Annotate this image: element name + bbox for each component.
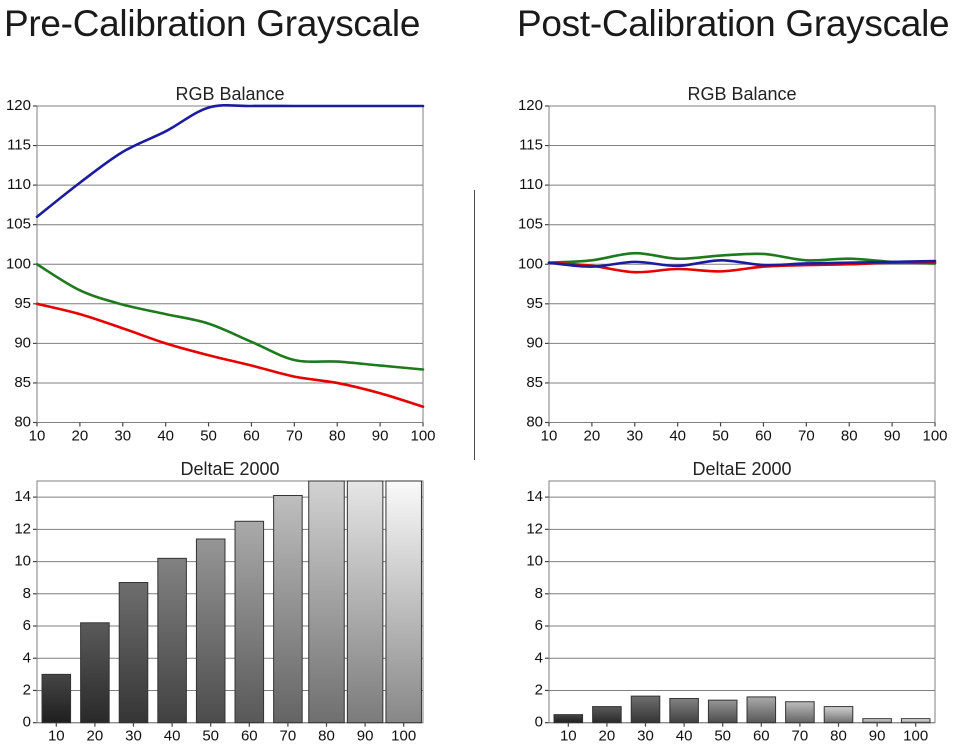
svg-text:100: 100 [391,728,416,745]
svg-text:105: 105 [518,215,543,232]
svg-text:100: 100 [923,427,948,444]
svg-text:RGB Balance: RGB Balance [175,84,284,104]
svg-text:40: 40 [670,427,687,444]
svg-text:0: 0 [23,714,31,731]
svg-text:20: 20 [87,728,104,745]
svg-text:80: 80 [830,728,847,745]
svg-text:14: 14 [527,488,544,505]
svg-text:60: 60 [243,427,260,444]
svg-text:10: 10 [14,553,31,570]
svg-text:60: 60 [241,728,258,745]
svg-text:90: 90 [357,728,374,745]
svg-text:105: 105 [6,215,31,232]
svg-text:20: 20 [72,427,89,444]
svg-text:RGB Balance: RGB Balance [688,84,797,104]
svg-text:30: 30 [637,728,654,745]
svg-text:100: 100 [6,255,31,272]
svg-text:DeltaE 2000: DeltaE 2000 [180,459,279,479]
svg-text:100: 100 [518,255,543,272]
svg-text:90: 90 [884,427,901,444]
svg-text:4: 4 [23,649,31,666]
svg-text:100: 100 [903,728,928,745]
svg-text:10: 10 [541,427,558,444]
svg-text:50: 50 [715,728,732,745]
svg-text:70: 70 [286,427,303,444]
svg-text:60: 60 [753,728,770,745]
svg-text:0: 0 [535,714,543,731]
svg-text:DeltaE 2000: DeltaE 2000 [693,459,792,479]
svg-text:20: 20 [599,728,616,745]
svg-text:40: 40 [157,427,174,444]
svg-text:100: 100 [410,427,435,444]
svg-text:8: 8 [535,585,543,602]
svg-text:85: 85 [14,374,31,391]
svg-text:2: 2 [23,681,31,698]
svg-text:120: 120 [6,97,31,114]
svg-text:90: 90 [372,427,389,444]
svg-text:70: 70 [792,728,809,745]
svg-text:10: 10 [527,553,544,570]
svg-text:110: 110 [7,176,31,193]
svg-text:70: 70 [280,728,297,745]
svg-text:110: 110 [519,176,543,193]
svg-text:80: 80 [318,728,335,745]
svg-text:50: 50 [202,728,219,745]
svg-text:4: 4 [535,649,543,666]
svg-text:40: 40 [676,728,693,745]
svg-text:10: 10 [48,728,65,745]
svg-text:30: 30 [114,427,131,444]
svg-text:80: 80 [329,427,346,444]
svg-text:70: 70 [798,427,815,444]
svg-text:115: 115 [519,136,543,153]
svg-text:60: 60 [755,427,772,444]
svg-text:6: 6 [535,617,543,634]
svg-text:8: 8 [23,585,31,602]
svg-text:95: 95 [527,294,544,311]
svg-text:90: 90 [869,728,886,745]
svg-text:95: 95 [14,294,31,311]
svg-text:14: 14 [14,488,31,505]
svg-text:30: 30 [125,728,142,745]
svg-text:40: 40 [164,728,181,745]
svg-text:6: 6 [23,617,31,634]
svg-text:80: 80 [841,427,858,444]
svg-text:90: 90 [14,334,31,351]
svg-text:85: 85 [527,374,544,391]
svg-text:2: 2 [535,681,543,698]
svg-text:10: 10 [560,728,577,745]
svg-text:120: 120 [518,97,543,114]
svg-text:20: 20 [584,427,601,444]
svg-text:50: 50 [713,427,730,444]
svg-text:90: 90 [527,334,544,351]
svg-text:12: 12 [14,520,31,537]
svg-text:50: 50 [200,427,217,444]
svg-text:12: 12 [527,520,544,537]
svg-text:115: 115 [7,136,31,153]
svg-text:30: 30 [627,427,644,444]
svg-text:10: 10 [29,427,46,444]
